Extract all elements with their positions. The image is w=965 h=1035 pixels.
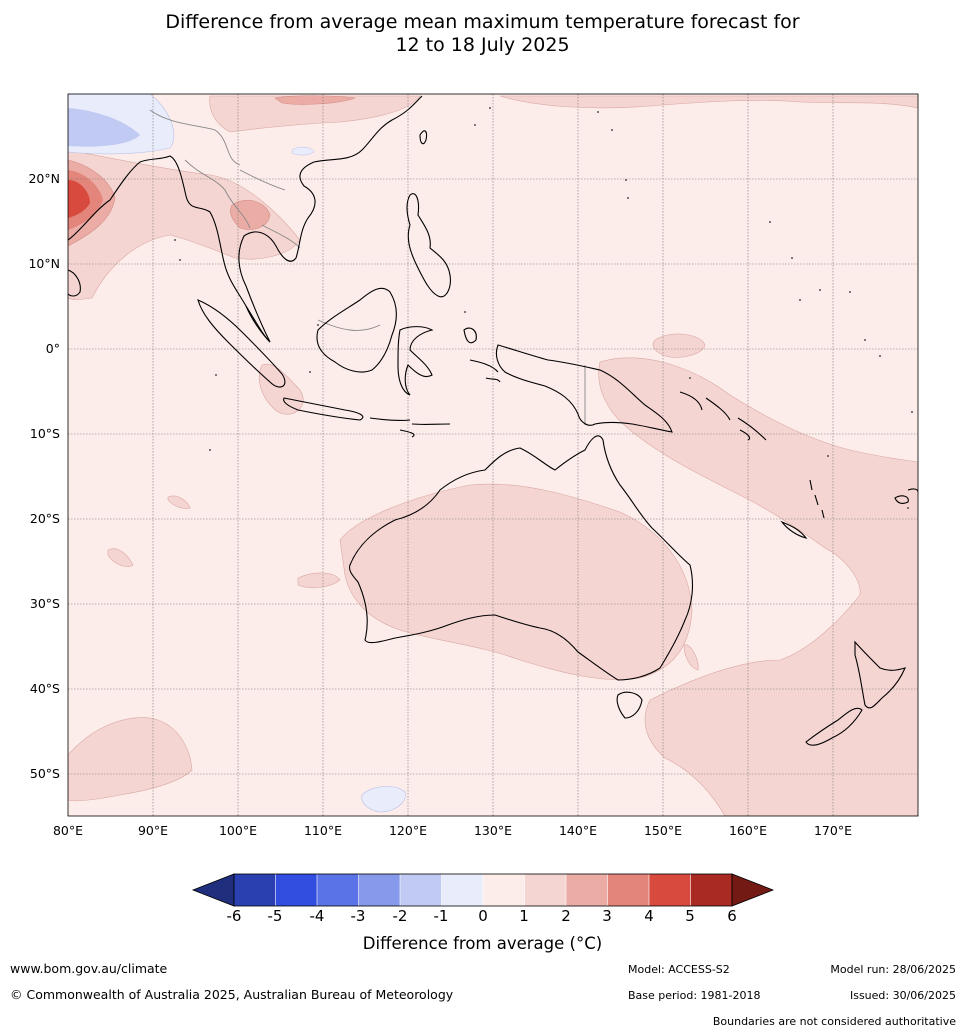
lon-label-110e: 110°E	[303, 823, 342, 838]
footer-model: Model: ACCESS-S2	[628, 963, 730, 976]
map-title-line2: 12 to 18 July 2025	[395, 34, 570, 56]
colorbar-cell	[690, 874, 733, 906]
country-boundaries	[149, 109, 586, 425]
lat-label-30s: 30°S	[29, 596, 60, 611]
footer-url[interactable]: www.bom.gov.au/climate	[10, 961, 168, 976]
footer-base-period: Base period: 1981-2018	[628, 989, 761, 1002]
lon-label-150e: 150°E	[643, 823, 682, 838]
colorbar-cell	[358, 874, 401, 906]
lat-label-0: 0°	[45, 341, 60, 356]
colorbar-extend-high	[731, 873, 775, 907]
java-coastline	[283, 397, 364, 421]
colorbar-title: Difference from average (°C)	[362, 934, 603, 953]
new-zealand-north-coastline	[854, 640, 906, 709]
lon-label-160e: 160°E	[728, 823, 767, 838]
colorbar-tick: -3	[350, 907, 366, 925]
coastlines	[68, 95, 918, 746]
map-title-line1: Difference from average mean maximum tem…	[165, 11, 800, 33]
colorbar-cell	[234, 874, 276, 906]
colorbar-cell	[400, 874, 442, 906]
colorbar-cell	[275, 874, 318, 906]
lon-label-90e: 90°E	[137, 823, 169, 838]
colorbar-tick: 3	[602, 907, 612, 925]
lon-label-170e: 170°E	[813, 823, 852, 838]
footer-copyright: © Commonwealth of Australia 2025, Austra…	[10, 987, 454, 1002]
colorbar-cell	[317, 874, 359, 906]
colorbar-tick: 5	[685, 907, 695, 925]
colorbar-tick: -5	[267, 907, 283, 925]
asia-coastline	[68, 95, 423, 343]
colorbar-tick: -4	[309, 907, 325, 925]
small-islands	[174, 107, 913, 509]
negative-anomaly-regions	[68, 94, 406, 813]
lat-label-10s: 10°S	[29, 426, 60, 441]
colorbar-cell	[524, 874, 567, 906]
colorbar-tick: -6	[226, 907, 242, 925]
sulawesi-coastline	[397, 326, 434, 396]
colorbar	[191, 873, 775, 907]
colorbar-tick: 6	[727, 907, 737, 925]
philippines-coastline	[406, 193, 451, 298]
lon-label-130e: 130°E	[473, 823, 512, 838]
new-zealand-south-coastline	[805, 707, 863, 746]
colorbar-tick: 4	[644, 907, 654, 925]
colorbar-tick: 2	[561, 907, 571, 925]
colorbar-tick: 0	[478, 907, 488, 925]
footer-issued: Issued: 30/06/2025	[849, 989, 956, 1002]
colorbar-cell	[441, 874, 484, 906]
colorbar-cell	[607, 874, 650, 906]
lon-label-140e: 140°E	[558, 823, 597, 838]
lat-label-20s: 20°S	[29, 511, 60, 526]
colorbar-tick: -1	[433, 907, 449, 925]
colorbar-tick: -2	[392, 907, 408, 925]
graticule	[68, 94, 918, 816]
footer-model-run: Model run: 28/06/2025	[830, 963, 956, 976]
lon-label-120e: 120°E	[388, 823, 427, 838]
colorbar-cell	[483, 874, 525, 906]
australia-coastline	[348, 435, 694, 681]
lon-label-80e: 80°E	[52, 823, 84, 838]
sumatra-coastline	[197, 299, 286, 388]
lat-label-40s: 40°S	[29, 681, 60, 696]
anomaly-4-to-5-region	[68, 180, 90, 218]
lat-label-20n: 20°N	[28, 171, 60, 186]
colorbar-frame	[233, 873, 733, 907]
lat-label-10n: 10°N	[28, 256, 60, 271]
footer-disclaimer: Boundaries are not considered authoritat…	[712, 1015, 956, 1028]
colorbar-tick: 1	[519, 907, 529, 925]
borneo-coastline	[316, 287, 397, 373]
tasmania-coastline	[616, 691, 643, 719]
colorbar-cell	[566, 874, 608, 906]
lon-label-100e: 100°E	[218, 823, 257, 838]
map-frame	[67, 93, 919, 817]
lat-label-50s: 50°S	[29, 766, 60, 781]
new-guinea-coastline	[495, 344, 673, 433]
colorbar-cell	[649, 874, 691, 906]
colorbar-extend-low	[191, 873, 235, 907]
taiwan-coastline	[419, 130, 428, 145]
